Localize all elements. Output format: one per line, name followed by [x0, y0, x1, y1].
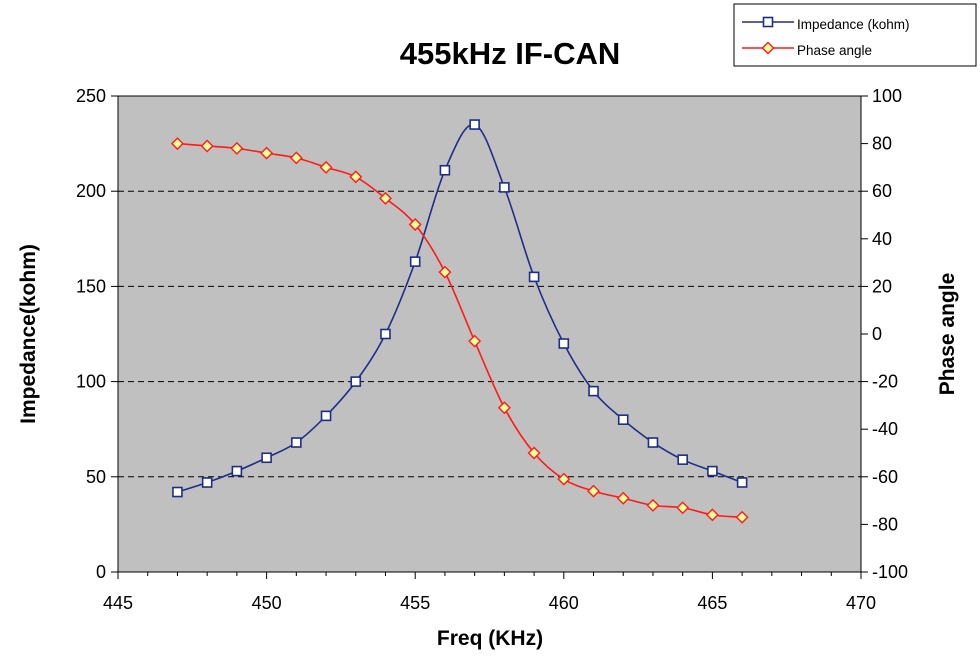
- y-tick-label: 250: [76, 86, 106, 106]
- legend-marker: [762, 16, 774, 28]
- data-point: [587, 484, 601, 498]
- x-tick-label: 460: [549, 593, 579, 613]
- x-tick-label: 450: [252, 593, 282, 613]
- x-tick-label: 455: [400, 593, 430, 613]
- data-point: [707, 465, 718, 477]
- data-point: [647, 437, 659, 448]
- x-axis-title: Freq (KHz): [437, 627, 543, 650]
- y-tick-label: 200: [76, 181, 106, 201]
- x-tick-label: 445: [103, 593, 133, 613]
- legend-label-impedance: Impedance (kohm): [797, 17, 910, 32]
- y2-tick-label: 80: [872, 134, 892, 154]
- legend-items: [742, 16, 794, 55]
- data-point: [528, 271, 540, 283]
- data-point: [291, 437, 302, 448]
- data-point: [616, 491, 630, 505]
- series-impedance: [172, 119, 748, 498]
- y2-tick-label: 40: [872, 229, 892, 249]
- data-point: [349, 170, 363, 184]
- data-point: [260, 146, 274, 160]
- data-point: [409, 256, 421, 267]
- data-point: [557, 472, 571, 486]
- data-point: [378, 191, 392, 205]
- chart-title: 455kHz IF-CAN: [400, 36, 621, 71]
- data-point: [320, 410, 332, 422]
- y-tick-label: 50: [86, 467, 106, 487]
- y2-tick-label: -80: [872, 514, 898, 534]
- data-point: [705, 508, 719, 522]
- data-point: [646, 498, 660, 512]
- y-axis-title: Impedance(kohm): [17, 244, 40, 424]
- data-point: [438, 265, 452, 279]
- y-tick-label: 0: [96, 562, 106, 582]
- data-point: [439, 164, 451, 176]
- x-tick-label: 465: [697, 593, 727, 613]
- legend-label-phase: Phase angle: [797, 43, 872, 58]
- y-axis-ticks: 0 50 100 150 200 250: [76, 86, 118, 582]
- y2-tick-label: 100: [872, 86, 902, 106]
- data-point: [201, 477, 213, 488]
- data-point: [408, 218, 422, 232]
- data-point: [499, 182, 510, 193]
- y2-axis-title: Phase angle: [936, 273, 959, 396]
- data-point: [497, 401, 511, 415]
- y-tick-label: 100: [76, 372, 106, 392]
- data-point: [588, 385, 599, 397]
- data-point: [200, 139, 214, 153]
- data-point: [350, 376, 362, 387]
- data-point: [230, 141, 244, 155]
- data-point: [261, 452, 272, 464]
- y2-tick-label: 0: [872, 324, 882, 344]
- series-layer: [170, 119, 749, 524]
- series-phase-angle: [170, 137, 749, 524]
- data-point: [736, 477, 748, 488]
- data-point: [617, 414, 629, 425]
- x-axis-ticks: 445 450 455 460 465 470: [103, 572, 876, 613]
- plot-area: [117, 95, 862, 573]
- legend-box: [733, 3, 977, 67]
- data-point: [735, 510, 749, 524]
- y-tick-label: 150: [76, 276, 106, 296]
- data-point: [469, 119, 480, 130]
- data-point: [468, 334, 482, 348]
- data-point: [289, 151, 303, 165]
- y2-tick-label: 60: [872, 181, 892, 201]
- data-point: [231, 465, 243, 477]
- data-point: [170, 137, 184, 151]
- y2-tick-label: -60: [872, 467, 898, 487]
- data-point: [380, 328, 391, 340]
- data-point: [558, 338, 570, 349]
- y2-axis-ticks: -100 -80 -60 -40 -20 0 20 40 60 80 100: [861, 86, 908, 582]
- y2-tick-label: -20: [872, 372, 898, 392]
- y2-tick-label: -100: [872, 562, 908, 582]
- x-tick-label: 470: [846, 593, 876, 613]
- legend: Impedance (kohm) Phase angle: [733, 3, 977, 67]
- y2-tick-label: -40: [872, 419, 898, 439]
- data-point: [172, 486, 183, 498]
- data-point: [527, 446, 541, 460]
- y2-tick-label: 20: [872, 276, 892, 296]
- legend-marker: [761, 41, 775, 55]
- data-point: [677, 454, 688, 465]
- data-point: [676, 501, 690, 515]
- grid-lines: [118, 190, 861, 478]
- series-line: [177, 123, 743, 493]
- data-point: [319, 160, 333, 174]
